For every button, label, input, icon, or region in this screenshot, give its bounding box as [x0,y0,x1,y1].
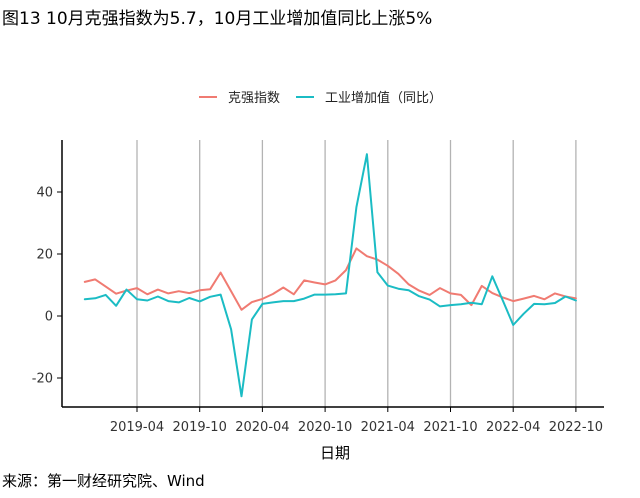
x-tick-label: 2022-10 [549,420,603,435]
source-note: 来源：第一财经研究院、Wind [2,472,205,490]
x-tick-label: 2021-10 [423,420,477,435]
y-tick-label: 40 [36,186,53,201]
legend-label: 工业增加值（同比） [325,90,442,106]
y-tick-label: 0 [45,310,53,325]
x-gridlines [136,140,577,407]
y-tick-label: 20 [36,248,53,263]
x-axis-title: 日期 [320,444,350,462]
y-axis-ticks: -20 0 20 40 [32,186,62,387]
figure-title: 图13 10月克强指数为5.7，10月工业增加值同比上涨5% [2,9,433,29]
legend-label: 克强指数 [228,91,280,106]
x-tick-label: 2020-04 [235,420,289,435]
y-tick-label: -20 [32,372,53,387]
series-line-1 [83,153,577,398]
x-tick-label: 2020-10 [298,420,352,435]
x-tick-label: 2019-10 [173,420,227,435]
legend: 克强指数 工业增加值（同比） [199,90,442,106]
axes [61,140,604,408]
x-tick-label: 2022-04 [486,420,540,435]
series-lines [83,153,577,398]
x-tick-label: 2019-04 [110,420,164,435]
x-axis-ticks: 2019-04 2019-10 2020-04 2020-10 2021-04 2021-… [110,407,603,435]
x-tick-label: 2021-04 [361,420,415,435]
series-line-0 [83,247,577,311]
